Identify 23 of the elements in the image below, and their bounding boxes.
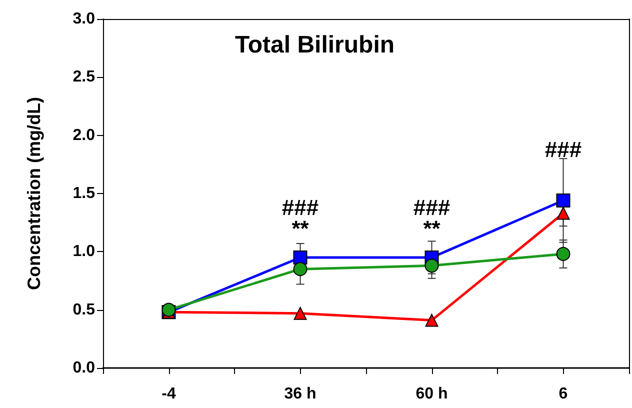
y-tick-label: 1.0 [72, 243, 96, 260]
point [425, 314, 438, 327]
point [293, 250, 308, 264]
x-tick-label: -4 [162, 386, 176, 402]
point [293, 262, 308, 276]
point [556, 246, 570, 261]
point [556, 206, 570, 220]
point [424, 258, 439, 273]
y-tick-label: 2.5 [72, 68, 96, 86]
y-axis-title: Concentration (mg/dL) [24, 97, 44, 290]
x-tick-label: 36 h [284, 386, 316, 402]
y-tick-label: 2.0 [72, 126, 96, 144]
x-tick-label: 60 h [416, 386, 448, 402]
y-tick-label: 0.5 [72, 301, 96, 318]
point [556, 193, 570, 208]
x-tick-label: 6 [558, 386, 568, 402]
y-tick-label: 1.5 [72, 185, 96, 202]
point [294, 306, 307, 320]
y-tick-label: 3.0 [72, 10, 96, 28]
point [162, 302, 176, 317]
annotation: ### [544, 136, 582, 162]
y-tick-label: 0.0 [72, 360, 96, 376]
text: Total Bilirubin [235, 32, 395, 58]
